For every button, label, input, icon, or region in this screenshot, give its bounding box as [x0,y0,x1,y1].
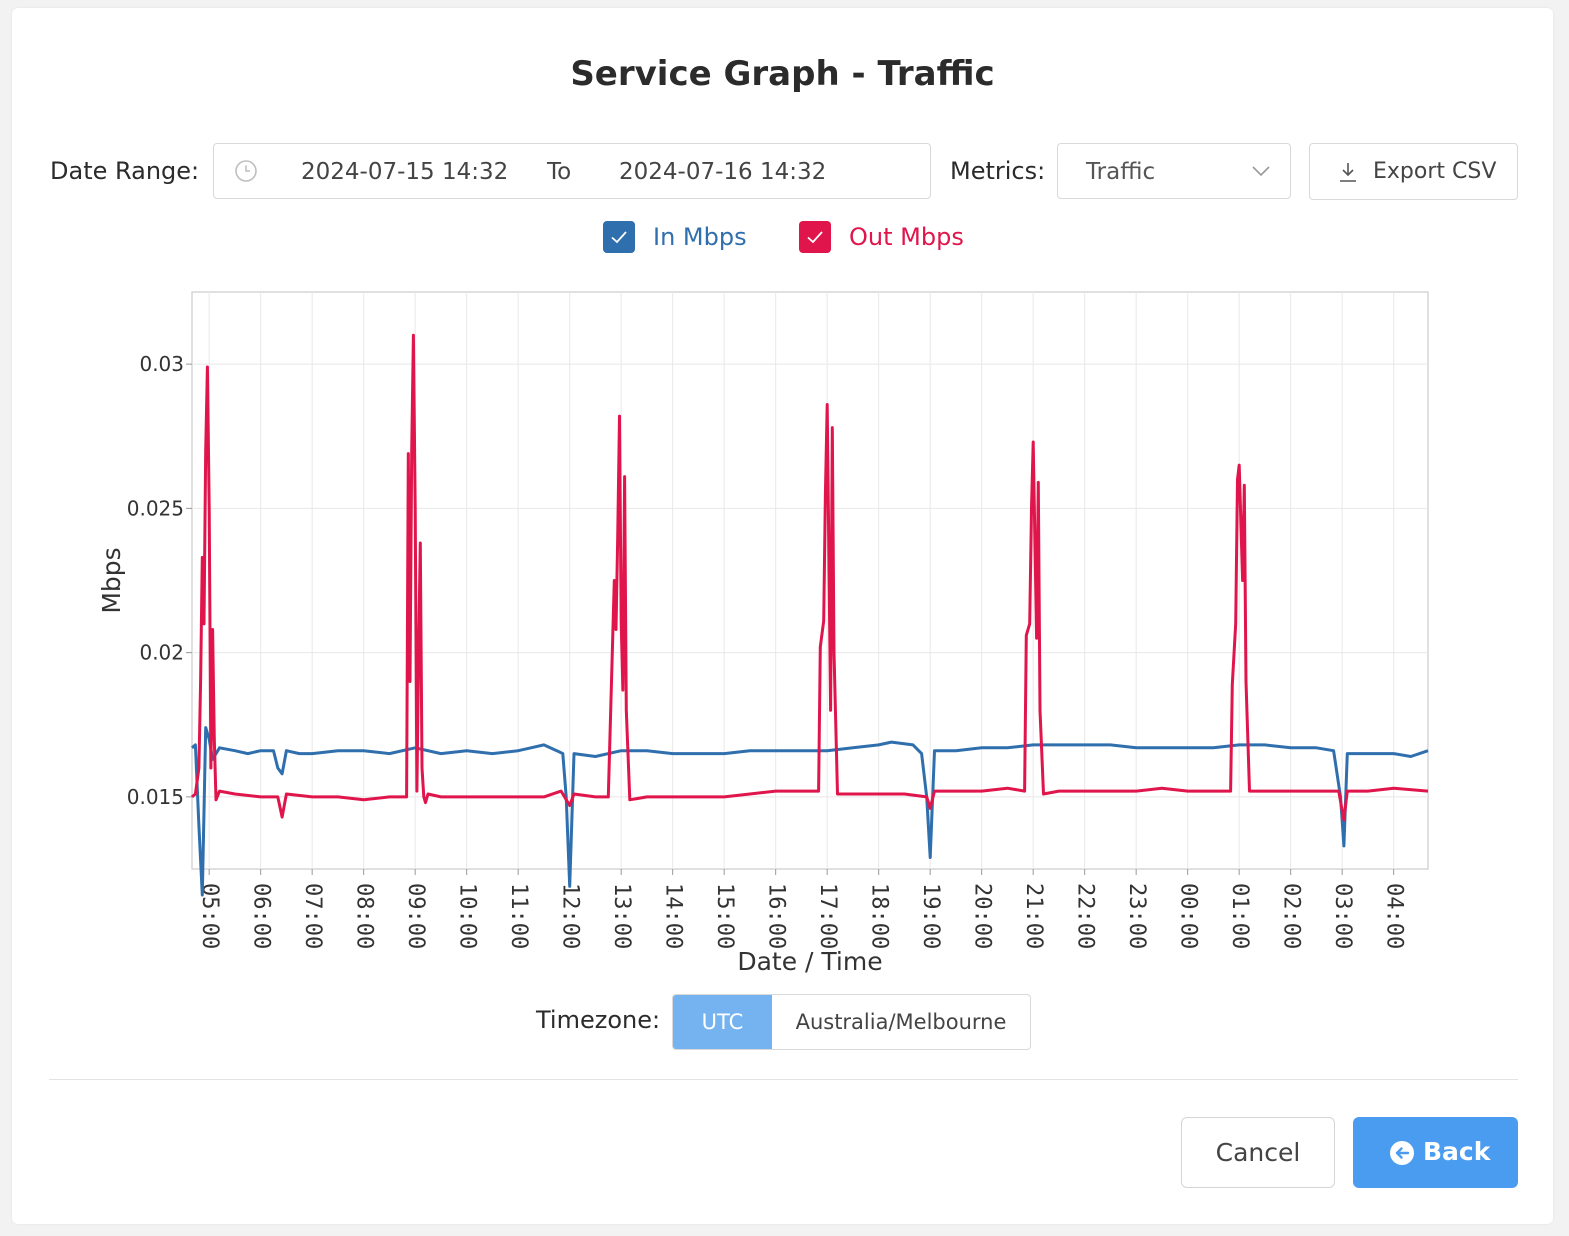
y-axis-title: Mbps [97,547,126,613]
y-tick-label: 0.025 [127,496,184,520]
date-range-separator: To [547,159,572,185]
x-tick-label: 18:00 [867,883,892,949]
metrics-selected-value: Traffic [1086,159,1156,185]
x-tick-label: 16:00 [764,883,789,949]
export-csv-label: Export CSV [1373,159,1497,184]
x-tick-label: 03:00 [1330,883,1355,949]
date-range-picker[interactable]: 2024-07-15 14:32 To 2024-07-16 14:32 [213,143,931,199]
back-button[interactable]: Back [1353,1117,1518,1188]
x-tick-label: 07:00 [300,883,325,949]
timezone-selector[interactable]: UTC Australia/Melbourne [672,994,1031,1050]
x-tick-label: 09:00 [403,883,428,949]
y-tick-label: 0.02 [139,641,184,665]
x-tick-label: 12:00 [558,883,583,949]
service-graph-modal: Service Graph - Traffic Date Range: 2024… [12,8,1553,1224]
traffic-chart: 05:00 06:00 07:00 08:00 09:00 10:00 11:00 12:00… [97,291,1429,976]
page-title: Service Graph - Traffic [570,54,995,94]
timezone-option-melbourne[interactable]: Australia/Melbourne [795,1010,1007,1034]
x-tick-label: 00:00 [1176,883,1201,949]
in-mbps-series-line [191,726,1429,897]
x-tick-label: 08:00 [352,883,377,949]
x-tick-label: 23:00 [1124,883,1149,949]
check-icon [807,231,823,244]
x-tick-label: 01:00 [1227,883,1252,949]
plot-area [191,291,1429,870]
metrics-select[interactable]: Traffic [1057,143,1291,199]
arrow-left-circle-icon [1390,1141,1414,1165]
metrics-label: Metrics: [950,157,1046,185]
export-csv-button[interactable]: Export CSV [1309,143,1518,200]
back-button-label: Back [1423,1137,1491,1166]
x-tick-label: 10:00 [455,883,480,949]
y-tick-label: 0.015 [127,785,184,809]
legend-in-label: In Mbps [653,223,747,251]
timezone-label: Timezone: [536,1006,661,1034]
legend-out-label: Out Mbps [849,223,964,251]
x-tick-label: 20:00 [970,883,995,949]
timezone-option-utc[interactable]: UTC [673,995,772,1049]
x-tick-label: 17:00 [815,883,840,949]
x-tick-label: 22:00 [1073,883,1098,949]
x-tick-label: 19:00 [918,883,943,949]
x-tick-label: 21:00 [1021,883,1046,949]
x-tick-label: 04:00 [1382,883,1407,949]
y-tick-label: 0.03 [139,352,184,376]
footer-divider [49,1079,1518,1080]
x-tick-label: 13:00 [609,883,634,949]
chevron-down-icon [1252,166,1270,177]
check-icon [611,231,627,244]
date-range-label: Date Range: [50,157,200,185]
download-icon [1340,163,1356,182]
x-tick-label: 14:00 [661,883,686,949]
out-checkbox[interactable] [799,221,831,253]
x-tick-label: 06:00 [249,883,274,949]
x-tick-label: 11:00 [506,883,531,949]
cancel-button[interactable]: Cancel [1181,1117,1335,1188]
clock-icon [235,160,257,182]
x-axis-title: Date / Time [737,947,882,976]
date-from-input[interactable]: 2024-07-15 14:32 [301,159,509,185]
in-checkbox[interactable] [603,221,635,253]
date-to-input[interactable]: 2024-07-16 14:32 [619,159,827,185]
out-mbps-series-line [191,333,1429,822]
x-tick-label: 02:00 [1279,883,1304,949]
x-tick-label: 15:00 [712,883,737,949]
